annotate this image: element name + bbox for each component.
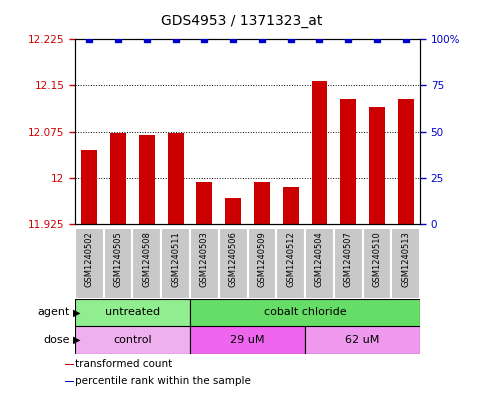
Text: 62 uM: 62 uM (345, 335, 380, 345)
Bar (225, 198, 241, 224)
Bar (369, 107, 385, 224)
Bar (110, 133, 126, 224)
Bar (190, 299, 420, 326)
Bar (247, 228, 276, 299)
Bar (190, 228, 219, 299)
Text: GSM1240513: GSM1240513 (401, 231, 411, 287)
Bar (197, 182, 213, 224)
Bar (168, 133, 184, 224)
Text: GSM1240510: GSM1240510 (372, 231, 382, 287)
Text: ▶: ▶ (73, 307, 81, 318)
Bar (334, 228, 363, 299)
Bar (391, 228, 420, 299)
Text: GSM1240511: GSM1240511 (171, 231, 180, 287)
Bar (75, 228, 104, 299)
Bar (190, 326, 305, 354)
Bar (139, 135, 155, 224)
Text: GSM1240508: GSM1240508 (142, 231, 151, 287)
Text: untreated: untreated (105, 307, 160, 318)
Text: 29 uM: 29 uM (230, 335, 265, 345)
Bar (161, 228, 190, 299)
Text: transformed count: transformed count (75, 359, 172, 369)
Text: dose: dose (43, 335, 70, 345)
Bar (312, 81, 327, 224)
Text: GSM1240509: GSM1240509 (257, 231, 267, 287)
Bar (341, 99, 356, 224)
Bar (104, 228, 132, 299)
Bar (132, 228, 161, 299)
Text: GDS4953 / 1371323_at: GDS4953 / 1371323_at (161, 14, 322, 28)
Bar (254, 182, 270, 224)
Bar (75, 299, 190, 326)
Bar (283, 187, 298, 224)
Bar (81, 150, 97, 224)
Text: agent: agent (38, 307, 70, 318)
Bar (276, 228, 305, 299)
Bar (65, 381, 73, 382)
Text: cobalt chloride: cobalt chloride (264, 307, 346, 318)
Bar (65, 364, 73, 365)
Bar (219, 228, 247, 299)
Text: GSM1240503: GSM1240503 (200, 231, 209, 287)
Text: GSM1240505: GSM1240505 (114, 231, 123, 287)
Text: ▶: ▶ (73, 335, 81, 345)
Text: GSM1240504: GSM1240504 (315, 231, 324, 287)
Text: GSM1240506: GSM1240506 (228, 231, 238, 287)
Bar (305, 326, 420, 354)
Text: GSM1240507: GSM1240507 (344, 231, 353, 287)
Text: GSM1240512: GSM1240512 (286, 231, 295, 287)
Text: GSM1240502: GSM1240502 (85, 231, 94, 287)
Text: percentile rank within the sample: percentile rank within the sample (75, 376, 251, 386)
Bar (363, 228, 391, 299)
Bar (75, 326, 190, 354)
Bar (398, 99, 414, 224)
Bar (305, 228, 334, 299)
Text: control: control (113, 335, 152, 345)
